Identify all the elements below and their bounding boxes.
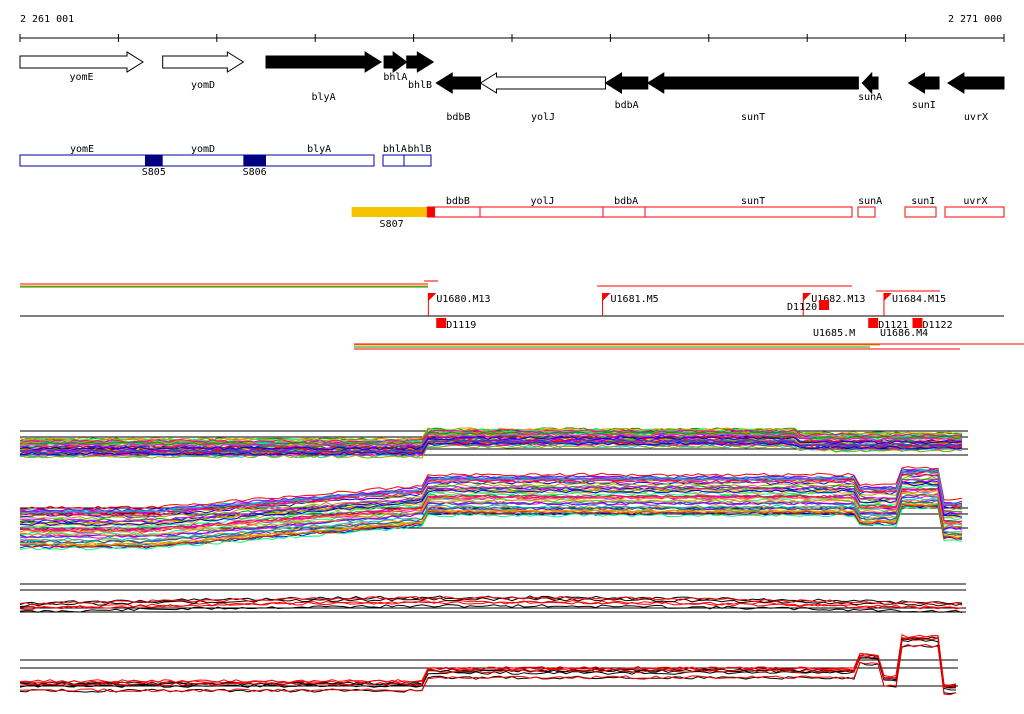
- gene-arrow-label: yomD: [191, 80, 215, 91]
- plus-track-bar: [383, 155, 431, 166]
- gene-arrow: [384, 52, 407, 72]
- plus-strand-track: yomE yomD blyA bhlA bhlB S805 S806: [20, 144, 432, 178]
- downstream-site-block: [436, 318, 446, 328]
- promoter-label: S805: [142, 167, 166, 178]
- gene-arrow-label: sunA: [858, 92, 882, 103]
- plus-track-label: yomD: [191, 144, 215, 155]
- gene-arrow: [163, 52, 244, 72]
- gene-arrow: [909, 73, 940, 93]
- gene-arrow-label: uvrX: [964, 112, 988, 123]
- minus-track-marker: [427, 207, 435, 217]
- gene-arrow: [436, 73, 480, 93]
- gene-arrow: [648, 73, 859, 93]
- upstream-site-flag: [884, 293, 892, 301]
- minus-track-label: yolJ: [530, 196, 554, 207]
- upstream-site-flag: [428, 293, 436, 301]
- minus-track-label: sunT: [741, 196, 765, 207]
- gene-arrow-label: sunI: [912, 100, 936, 111]
- coord-start-label: 2 261 001: [20, 14, 74, 25]
- minus-track-label: bdbB: [446, 196, 470, 207]
- upstream-site-label: U1681.M5: [611, 294, 659, 305]
- gene-arrow: [20, 52, 143, 72]
- gene-arrow-label: bdbA: [615, 100, 639, 111]
- gene-arrow-label: bhlA: [383, 72, 407, 83]
- upstream-site-flag: [603, 293, 611, 301]
- gene-arrow-label: blyA: [312, 92, 336, 103]
- gene-arrow: [862, 73, 878, 93]
- upstream-site-label: U1684.M15: [892, 294, 946, 305]
- minus-track-label: sunA: [858, 196, 882, 207]
- gene-arrow-label: yomE: [69, 72, 93, 83]
- minus-track-bar: [945, 207, 1004, 217]
- downstream-site-block: [912, 318, 922, 328]
- plus-track-bar: [20, 155, 374, 166]
- promoter-block: [243, 155, 266, 166]
- promoter-block: [145, 155, 163, 166]
- gene-arrow: [605, 73, 647, 93]
- minus-track-label: bdbA: [614, 196, 638, 207]
- minus-strand-track: bdbB yolJ bdbA sunT sunA sunI uvrX S807: [352, 196, 1004, 230]
- minus-track-bar: [603, 207, 645, 217]
- downstream-site-block: [819, 300, 829, 310]
- minus-track-bar: [645, 207, 852, 217]
- gene-arrow: [948, 73, 1004, 93]
- promoter-label: S806: [243, 167, 267, 178]
- gene-arrow-label: bhlB: [408, 80, 432, 91]
- coordinate-ruler: [20, 34, 1004, 42]
- gene-arrow: [266, 52, 381, 72]
- minus-track-bar: [905, 207, 936, 217]
- profile-line: [20, 637, 956, 687]
- downstream-site-label: D1120: [787, 302, 817, 313]
- minus-track-label: uvrX: [963, 196, 987, 207]
- expression-profiles: [20, 428, 968, 695]
- coord-end-label: 2 271 000: [948, 14, 1002, 25]
- profile-line: [20, 638, 956, 688]
- upstream-site-flag: [803, 293, 811, 301]
- gene-arrow-label: yolJ: [531, 112, 555, 123]
- plus-track-label: bhlB: [407, 144, 431, 155]
- gene-arrow: [407, 52, 434, 72]
- gene-arrow-label: bdbB: [446, 112, 470, 123]
- terminator-label: S807: [380, 219, 404, 230]
- downstream-site-label: D1119: [446, 320, 476, 331]
- plus-track-label: bhlA: [383, 144, 407, 155]
- plus-track-label: yomE: [70, 144, 94, 155]
- overlap-site-label: U1685.M: [813, 328, 855, 339]
- profile-line: [20, 469, 962, 512]
- gene-arrow: [481, 73, 606, 93]
- downstream-site-block: [868, 318, 878, 328]
- minus-track-bar: [480, 207, 603, 217]
- gene-arrow-label: sunT: [741, 112, 765, 123]
- terminator-block: [352, 207, 431, 217]
- minus-track-bar: [858, 207, 875, 217]
- profile-line: [20, 638, 956, 688]
- overlap-site-label: U1686.M4: [880, 328, 928, 339]
- minus-track-label: sunI: [911, 196, 935, 207]
- plus-track-label: blyA: [307, 144, 331, 155]
- upstream-site-label: U1680.M13: [436, 294, 490, 305]
- binding-sites-track: U1680.M13 U1681.M5 U1682.M13 U1684.M15D1119…: [20, 281, 1024, 349]
